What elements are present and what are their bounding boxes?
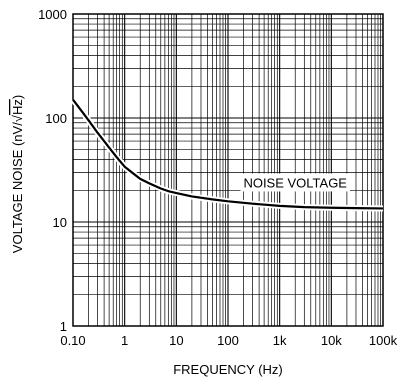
svg-text:VOLTAGE NOISE (nV/√Hz): VOLTAGE NOISE (nV/√Hz) xyxy=(10,95,25,253)
y-tick-label: 100 xyxy=(45,111,67,126)
x-tick-labels: 0.10 1 10 100 1k 10k 100k xyxy=(60,333,397,348)
x-tick-label: 1k xyxy=(273,333,287,348)
x-tick-label: 10k xyxy=(321,333,342,348)
plot-frame xyxy=(72,13,384,327)
annotation-background xyxy=(240,173,350,192)
x-tick-label: 0.10 xyxy=(60,333,85,348)
series-group xyxy=(70,97,384,212)
x-axis-title: FREQUENCY (Hz) xyxy=(173,362,283,377)
x-tick-label: 1 xyxy=(121,333,128,348)
x-tick-label: 100 xyxy=(217,333,239,348)
y-axis-title-suffix: ) xyxy=(10,95,25,99)
annotations: NOISE VOLTAGE xyxy=(240,173,350,192)
x-tick-label: 100k xyxy=(369,333,398,348)
y-axis-title-prefix: VOLTAGE NOISE (nV/ xyxy=(10,122,25,253)
x-tick-label: 10 xyxy=(169,333,183,348)
series-line xyxy=(72,99,384,210)
y-axis-title-radical: √ xyxy=(10,114,25,122)
grid xyxy=(73,14,383,326)
y-tick-label: 1 xyxy=(60,319,67,334)
y-tick-label: 1000 xyxy=(38,7,67,22)
series-annotation: NOISE VOLTAGE xyxy=(243,175,347,190)
y-tick-labels: 1 10 100 1000 xyxy=(38,7,67,334)
y-axis-title: VOLTAGE NOISE (nV/√Hz) xyxy=(10,95,25,253)
y-tick-label: 10 xyxy=(53,215,67,230)
y-axis-title-radicand: Hz xyxy=(10,99,25,115)
